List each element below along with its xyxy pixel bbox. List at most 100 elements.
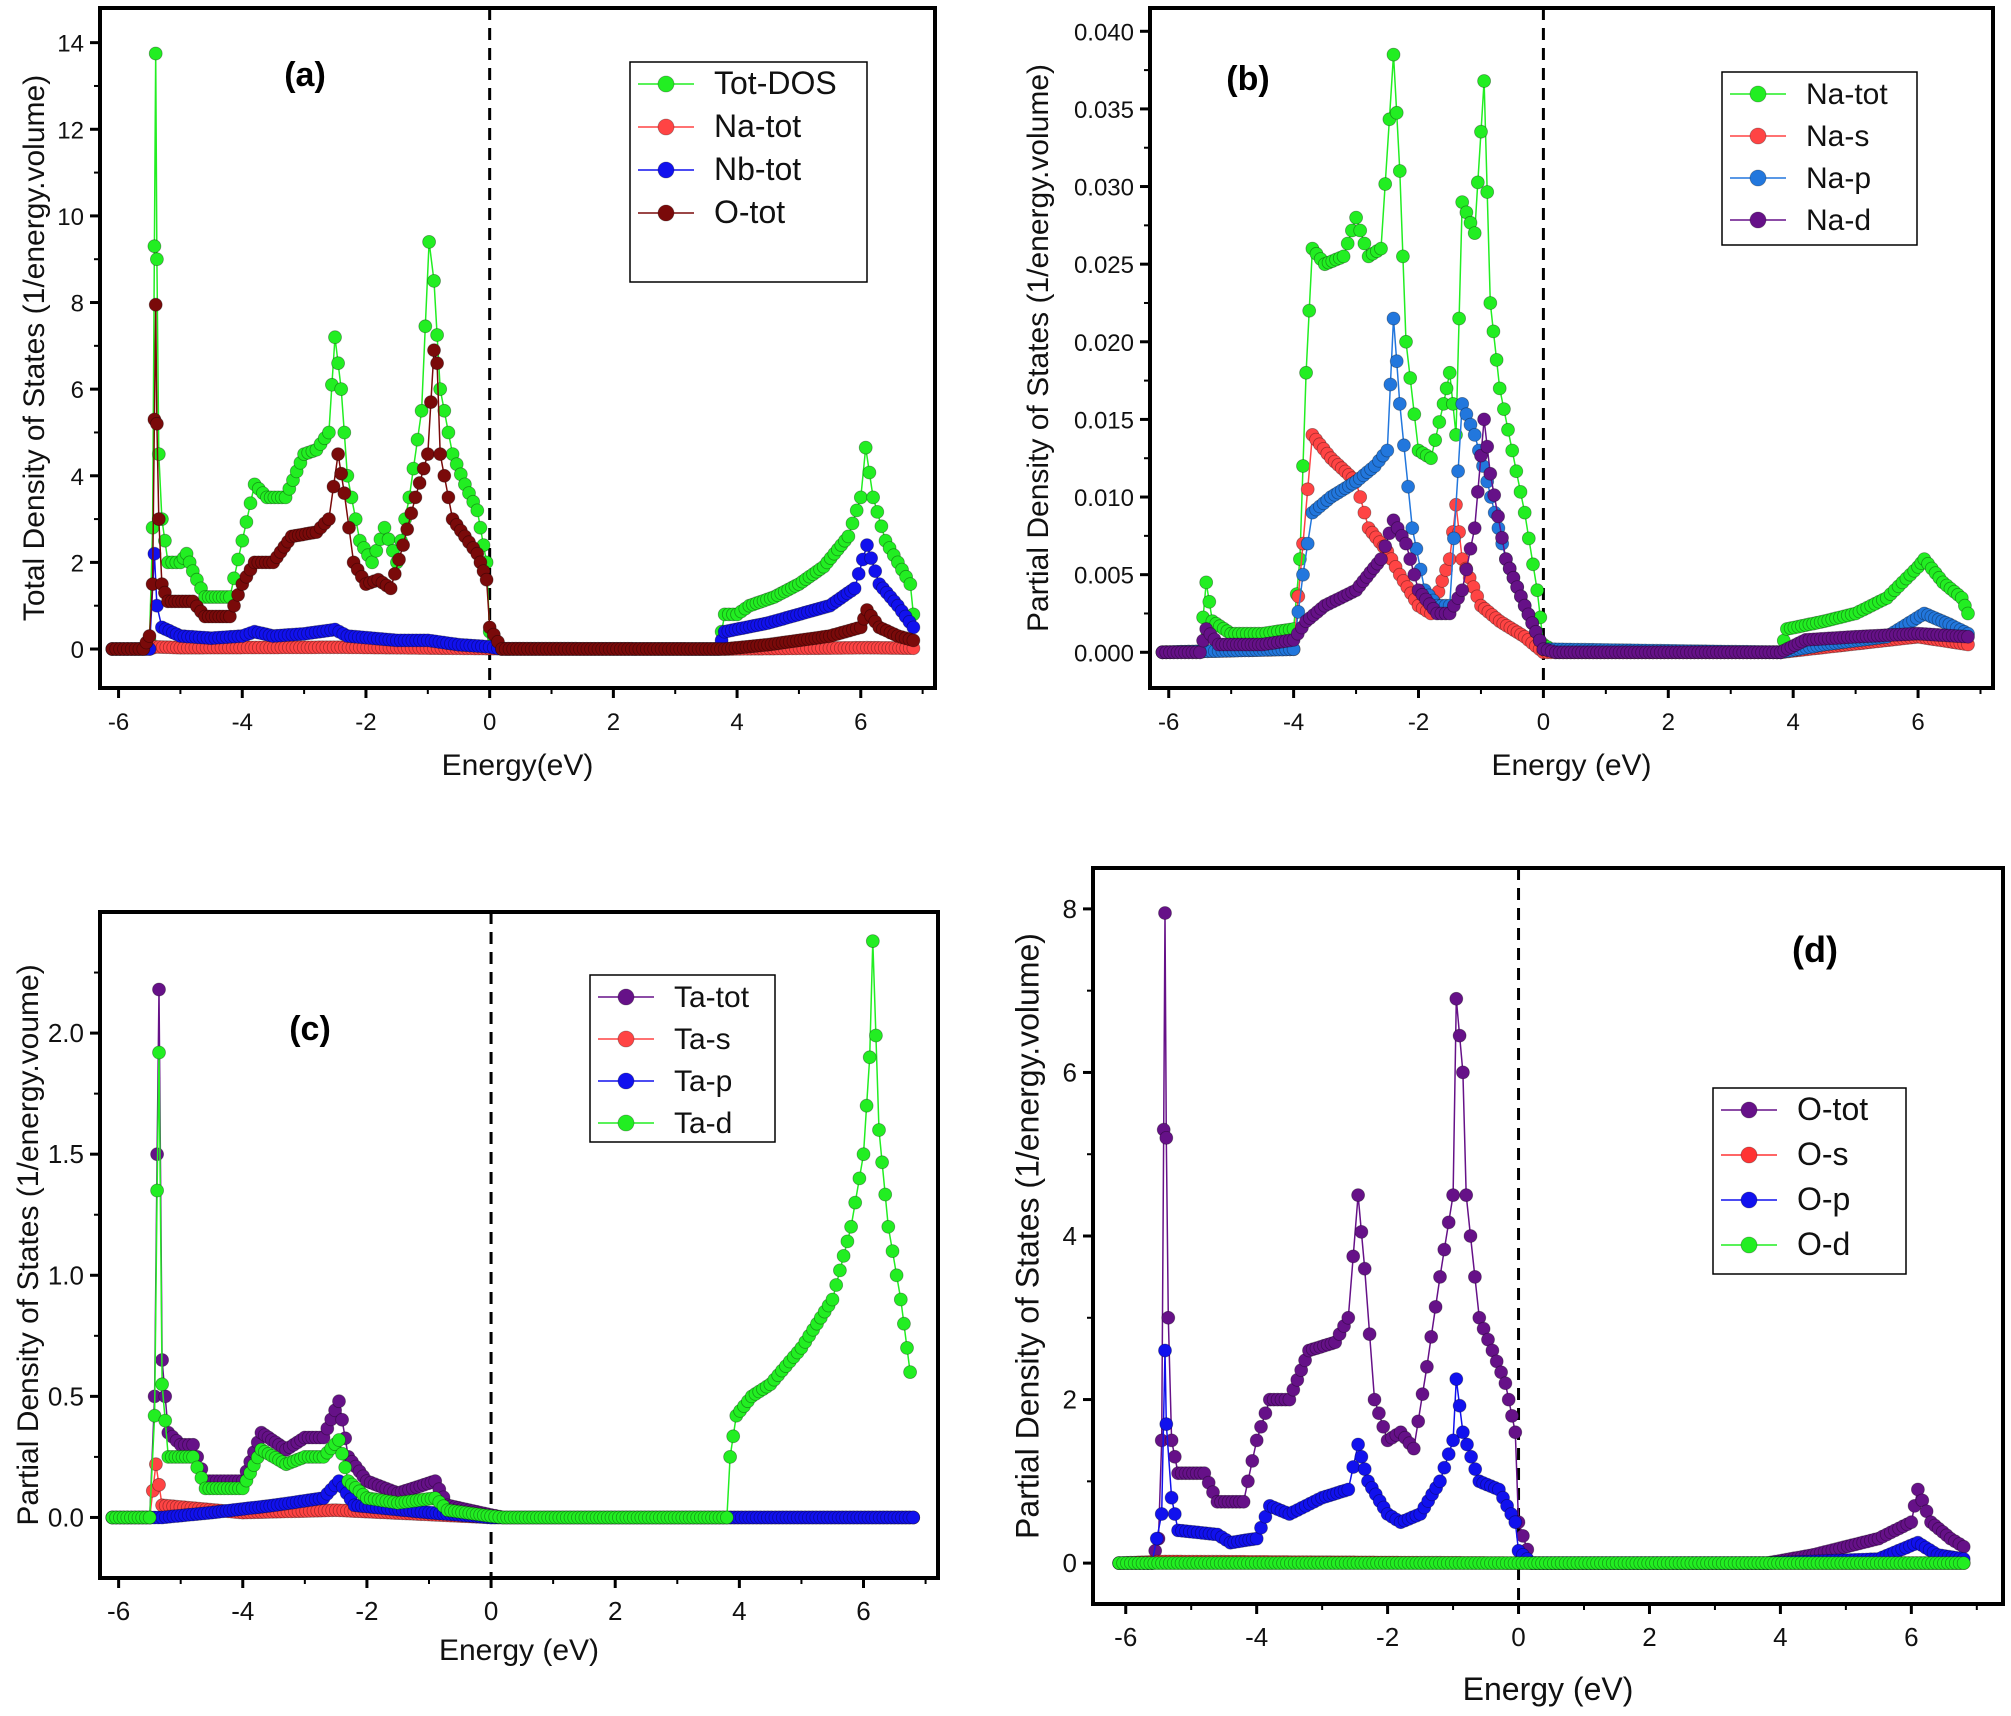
data-point — [1483, 466, 1498, 481]
data-point — [844, 1219, 858, 1234]
y-tick-label: 10 — [57, 204, 84, 231]
data-point — [1357, 1462, 1372, 1476]
data-point — [1158, 1343, 1172, 1358]
data-point — [1447, 531, 1461, 546]
data-point — [1374, 241, 1388, 256]
data-point — [1517, 505, 1532, 520]
chart-panel-d: -6 -4 -2 0 2 4 6 0 2 4 6 8 Energy (eV) Partial Densit… — [1009, 866, 2005, 1707]
data-point — [1415, 1387, 1430, 1401]
x-tick-label: 4 — [732, 1596, 746, 1626]
data-point — [1362, 1327, 1377, 1341]
data-point — [1449, 1372, 1464, 1386]
x-tick-label: 2 — [1662, 709, 1675, 736]
series-markers-na-p — [1155, 311, 1975, 660]
y-tick-label: 14 — [57, 31, 84, 58]
x-tick-label: 2 — [1642, 1622, 1656, 1652]
legend: Ta-tot Ta-s Ta-p Ta-d — [589, 974, 776, 1143]
data-point — [400, 522, 415, 537]
y-tick-label: 4 — [1063, 1221, 1077, 1251]
data-point — [1161, 1310, 1176, 1325]
plot-area — [105, 934, 921, 1525]
legend-marker — [657, 204, 675, 222]
data-point — [326, 479, 341, 494]
series-markers-o-d — [1112, 1556, 1971, 1570]
y-tick-label: 8 — [1063, 894, 1077, 924]
data-point — [149, 416, 164, 431]
x-tick-label: -4 — [1283, 709, 1304, 736]
data-point — [1389, 354, 1404, 369]
data-point — [1411, 1414, 1426, 1429]
data-point — [1439, 381, 1454, 396]
y-tick-label: 0.5 — [48, 1381, 84, 1411]
data-point — [479, 572, 494, 587]
data-point — [186, 1437, 201, 1452]
series-markers-na-d — [1155, 412, 1975, 660]
data-point — [841, 529, 856, 544]
data-point — [858, 440, 873, 455]
data-point — [430, 356, 445, 371]
x-tick-label: -4 — [231, 1596, 254, 1626]
y-axis-label: Partial Density of States (1/energy.volu… — [1022, 64, 1055, 632]
data-point — [1354, 1449, 1369, 1464]
data-point — [897, 1316, 911, 1331]
x-tick-label: 6 — [1911, 709, 1924, 736]
data-point — [906, 620, 921, 635]
data-point — [332, 1394, 346, 1409]
data-point — [1167, 1507, 1182, 1521]
y-tick-label: 0 — [71, 637, 84, 664]
data-point — [859, 1098, 874, 1113]
y-tick-label: 0.015 — [1074, 407, 1134, 434]
data-point — [1467, 226, 1482, 241]
series-markers-ta-d — [105, 934, 917, 1525]
data-point — [1149, 1531, 1164, 1546]
data-point — [1353, 490, 1368, 504]
data-point — [906, 633, 921, 648]
data-point — [1486, 324, 1501, 339]
series-markers-o-tot — [105, 297, 921, 656]
legend: Tot-DOS Na-tot Nb-tot O-tot — [629, 61, 868, 283]
y-tick-label: 0.020 — [1074, 330, 1134, 357]
data-point — [369, 543, 384, 558]
data-point — [1357, 1261, 1372, 1276]
data-point — [1403, 552, 1418, 566]
legend-marker — [1749, 211, 1767, 229]
y-tick-label: 0.005 — [1074, 563, 1134, 590]
data-point — [1459, 562, 1474, 577]
data-point — [1399, 536, 1413, 551]
data-point — [1378, 539, 1393, 554]
x-tick-label: 0 — [1537, 709, 1550, 736]
data-point — [903, 577, 918, 591]
data-point — [331, 447, 346, 462]
data-point — [1336, 249, 1351, 264]
data-point — [1154, 1507, 1169, 1521]
data-point — [331, 356, 346, 371]
data-point — [900, 1341, 914, 1355]
data-point — [1513, 484, 1528, 499]
legend-entry-o-d: O-d — [1797, 1226, 1850, 1262]
series-markers-na-s — [1155, 427, 1975, 660]
data-point — [404, 506, 419, 521]
data-point — [1349, 210, 1363, 225]
data-point — [1299, 365, 1313, 380]
data-point — [1300, 482, 1315, 497]
legend-marker — [1749, 169, 1767, 187]
data-point — [1428, 1300, 1443, 1314]
legend-marker — [617, 1072, 635, 1090]
data-point — [418, 319, 433, 334]
data-point — [1374, 552, 1388, 566]
data-point — [1291, 589, 1306, 604]
x-tick-label: -2 — [355, 1596, 378, 1626]
plot-frame — [1148, 6, 1995, 690]
x-tick-label: -2 — [355, 709, 376, 736]
data-point — [885, 1244, 900, 1258]
data-point — [473, 520, 488, 535]
data-point — [422, 234, 437, 249]
y-tick-label: 0.035 — [1074, 97, 1134, 124]
legend-marker — [1740, 1236, 1758, 1254]
data-point — [1357, 505, 1372, 520]
x-axis-label: Energy (eV) — [1463, 1671, 1634, 1707]
x-tick-label: -4 — [1245, 1622, 1268, 1652]
x-tick-label: 4 — [1773, 1622, 1787, 1652]
x-tick-label: 0 — [484, 1596, 498, 1626]
data-point — [416, 461, 431, 476]
